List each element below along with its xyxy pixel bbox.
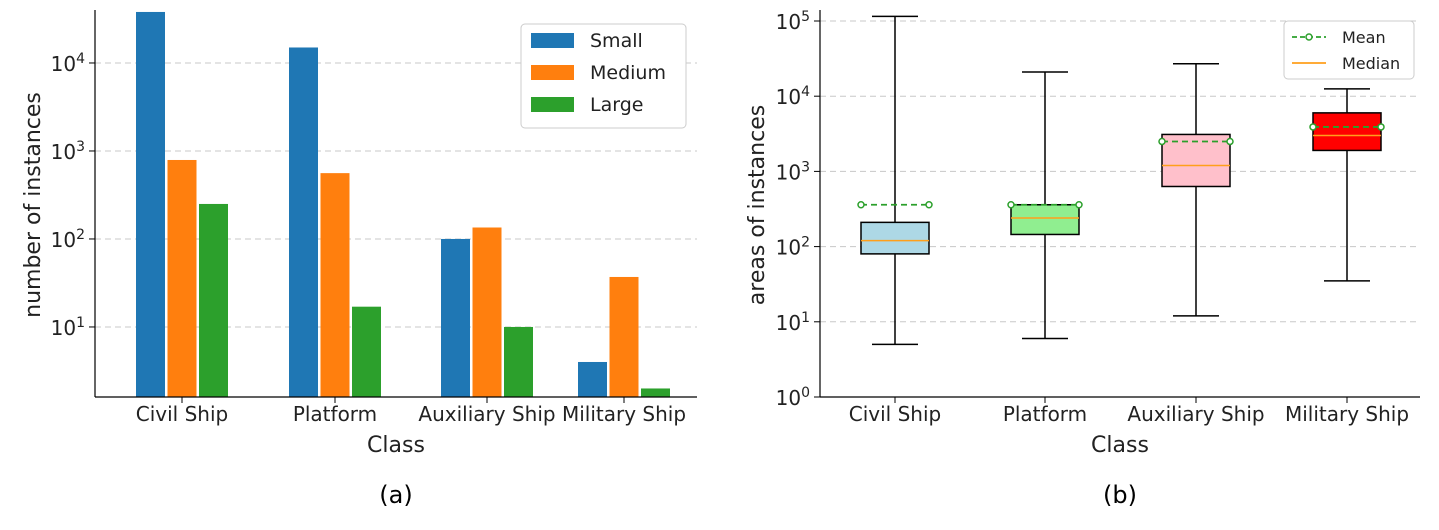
- bar-large-auxiliary-ship: [504, 326, 533, 397]
- bar-medium-auxiliary-ship: [472, 227, 502, 397]
- chart-b-legend-frame: [1283, 20, 1415, 80]
- chart-b-legend: Mean Median: [1283, 20, 1415, 80]
- chart-a-y-tick-label: 102: [51, 227, 85, 252]
- chart-b-caption: (b): [1103, 481, 1137, 509]
- chart-a-x-label: Class: [367, 433, 425, 458]
- chart-b-y-tick-label: 102: [776, 235, 810, 260]
- chart-b-x-tick-label: Platform: [1003, 402, 1087, 426]
- chart-b-x-tick-label: Auxiliary Ship: [1127, 402, 1264, 426]
- bar-small-auxiliary-ship: [441, 238, 470, 397]
- chart-a-x-tick-label: Military Ship: [562, 402, 686, 426]
- chart-b-y-tick-label: 103: [776, 159, 810, 184]
- chart-b-x-tick-label: Civil Ship: [849, 402, 941, 426]
- chart-b-y-ticks: 100 101 102 103 104 105: [776, 9, 820, 410]
- bar-large-platform: [352, 306, 381, 397]
- mean-marker-military-ship: [1309, 123, 1317, 131]
- mean-marker-platform: [1075, 201, 1083, 209]
- bar-medium-civil-ship: [167, 159, 197, 397]
- chart-a-y-tick-label: 103: [51, 139, 85, 164]
- chart-b-x-ticks: Civil Ship Platform Auxiliary Ship Military…: [849, 397, 1409, 426]
- mean-marker-civil-ship: [857, 201, 865, 209]
- chart-a: 101 102 103 104 Civil Ship Platform Auxiliary…: [21, 10, 697, 509]
- box-military-ship: [1312, 112, 1382, 152]
- chart-b-x-tick-label: Military Ship: [1285, 402, 1409, 426]
- box-civil-ship: [860, 221, 930, 255]
- chart-b: 100 101 102 103 104 105 Civil Ship Platform Aux…: [745, 9, 1420, 509]
- chart-b-y-tick-label: 105: [776, 9, 810, 34]
- chart-b-gridlines: [820, 20, 1420, 323]
- bar-medium-military-ship: [609, 276, 639, 397]
- box-platform: [1010, 204, 1080, 236]
- chart-a-x-tick-label: Civil Ship: [136, 402, 228, 426]
- bar-small-civil-ship: [136, 11, 165, 397]
- bar-small-military-ship: [578, 361, 607, 397]
- chart-a-y-ticks: 101 102 103 104: [51, 51, 95, 340]
- chart-b-x-label: Class: [1091, 433, 1149, 458]
- mean-marker-military-ship: [1377, 123, 1385, 131]
- legend-label-small: Small: [590, 30, 643, 52]
- legend-mean-label: Mean: [1342, 28, 1386, 47]
- chart-a-y-tick-label: 104: [51, 51, 85, 76]
- bar-small-platform: [289, 47, 318, 398]
- chart-a-caption: (a): [379, 481, 412, 509]
- mean-marker-civil-ship: [925, 201, 933, 209]
- chart-b-y-label: areas of instances: [745, 105, 770, 305]
- bar-medium-platform: [320, 173, 350, 397]
- legend-swatch-medium: [531, 65, 574, 80]
- chart-b-y-tick-label: 101: [776, 310, 810, 335]
- chart-a-bars: [136, 11, 670, 398]
- legend-swatch-small: [531, 33, 574, 48]
- legend-mean-marker: [1305, 33, 1313, 41]
- chart-b-boxes: [857, 15, 1385, 346]
- chart-a-x-tick-label: Auxiliary Ship: [418, 402, 555, 426]
- bar-large-military-ship: [641, 388, 670, 397]
- mean-marker-auxiliary-ship: [1158, 137, 1166, 146]
- chart-b-y-tick-label: 100: [776, 385, 810, 410]
- chart-a-legend: Small Medium Large: [520, 23, 687, 129]
- box-auxiliary-ship: [1161, 133, 1231, 188]
- bar-large-civil-ship: [199, 203, 228, 397]
- chart-a-x-tick-label: Platform: [293, 402, 377, 426]
- legend-swatch-large: [531, 97, 574, 112]
- chart-b-y-tick-label: 104: [776, 84, 810, 109]
- legend-label-large: Large: [590, 94, 643, 116]
- mean-marker-auxiliary-ship: [1226, 137, 1234, 146]
- legend-median-label: Median: [1342, 54, 1400, 73]
- legend-label-medium: Medium: [590, 62, 666, 84]
- chart-a-y-tick-label: 101: [51, 315, 85, 340]
- chart-a-y-label: number of instances: [21, 92, 46, 318]
- mean-marker-platform: [1007, 201, 1015, 209]
- chart-a-x-ticks: Civil Ship Platform Auxiliary Ship Military…: [136, 397, 686, 426]
